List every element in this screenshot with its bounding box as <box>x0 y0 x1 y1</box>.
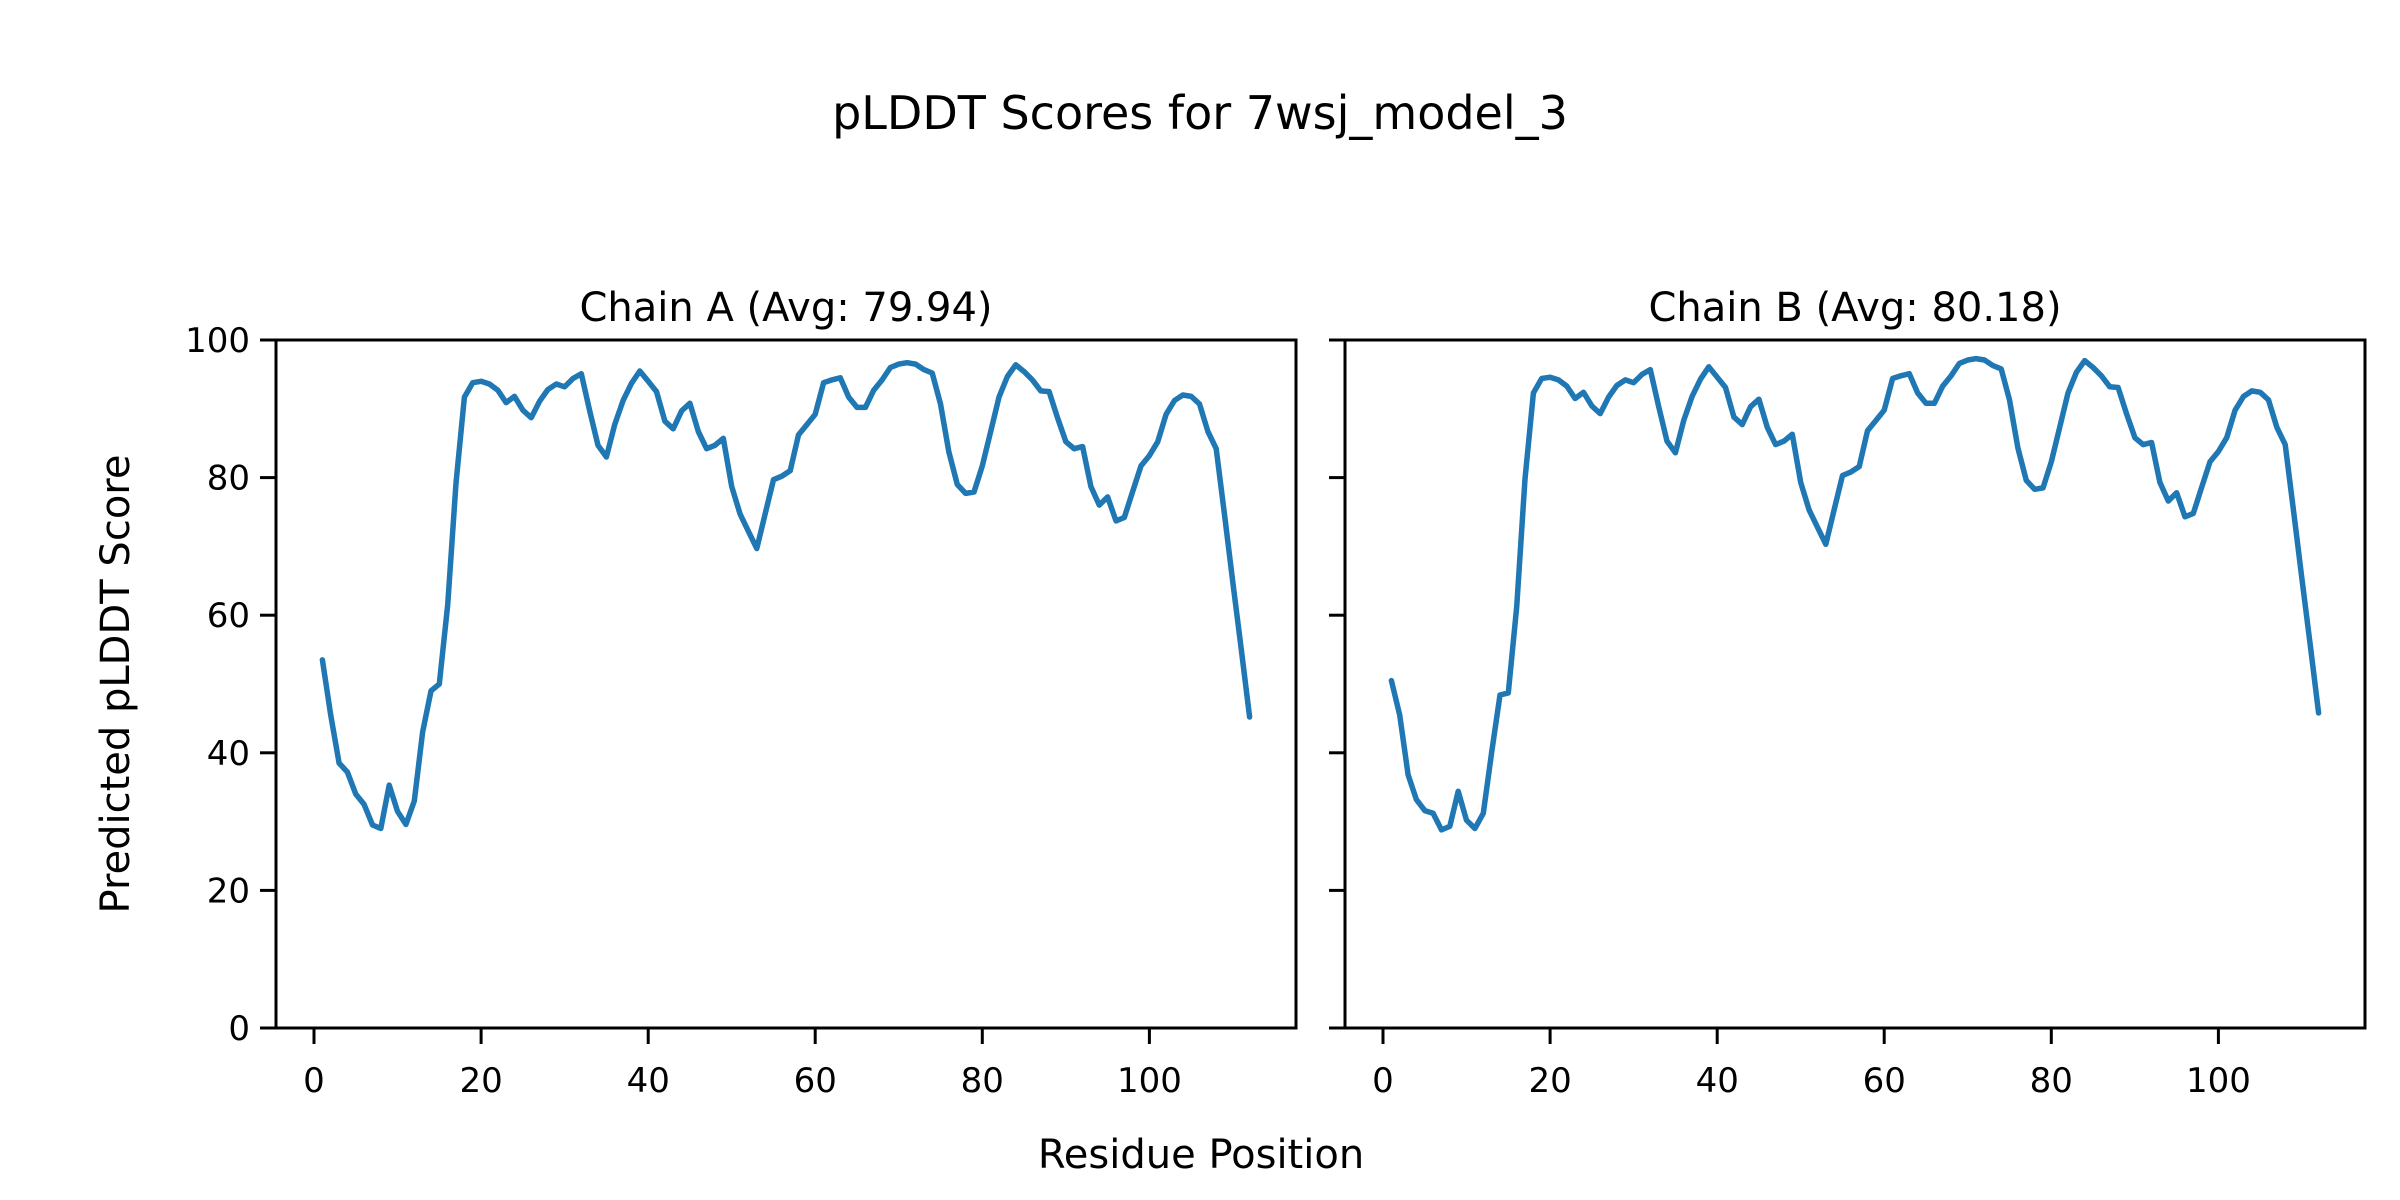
x-tick-label: 60 <box>794 1061 837 1101</box>
x-tick-label: 20 <box>1528 1061 1571 1101</box>
x-tick-label: 0 <box>1372 1061 1394 1101</box>
x-tick-label: 20 <box>459 1061 502 1101</box>
x-tick-label: 100 <box>2186 1061 2251 1101</box>
y-tick-label: 80 <box>207 459 250 499</box>
x-axis-label: Residue Position <box>1037 1132 1365 1178</box>
x-tick-label: 40 <box>1696 1061 1739 1101</box>
subplot-chain-b: 0 20 40 60 80 100 <box>1329 338 2367 1101</box>
subplot-b-title: Chain B (Avg: 80.18) <box>1648 285 2062 331</box>
x-tick-label: 80 <box>2030 1061 2073 1101</box>
x-tick-label: 60 <box>1863 1061 1906 1101</box>
subplot-chain-a: 0 20 40 60 80 100 0 20 40 60 80 100 <box>185 321 1298 1101</box>
subplot-a-title: Chain A (Avg: 79.94) <box>579 285 993 331</box>
y-tick-label: 60 <box>207 596 250 636</box>
plddt-line-chain-a <box>319 359 1253 832</box>
y-tick-label: 40 <box>207 734 250 774</box>
y-tick-label: 0 <box>228 1009 250 1049</box>
y-tick-label: 20 <box>207 871 250 911</box>
x-tick-label: 80 <box>961 1061 1004 1101</box>
y-tick-label: 100 <box>185 321 250 361</box>
axes-frame-chain-a <box>274 338 1298 1030</box>
figure-title: pLDDT Scores for 7wsj_model_3 <box>832 86 1568 140</box>
x-tick-label: 0 <box>303 1061 325 1101</box>
axes-frame-chain-b <box>1343 338 2367 1030</box>
plddt-line-chain-b <box>1388 355 2322 833</box>
x-tick-label: 40 <box>627 1061 670 1101</box>
x-tick-label: 100 <box>1117 1061 1182 1101</box>
